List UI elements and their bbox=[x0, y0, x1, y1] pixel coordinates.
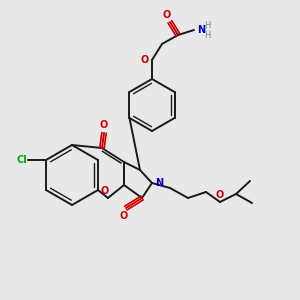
Text: H: H bbox=[204, 31, 210, 40]
Text: N: N bbox=[155, 178, 163, 188]
Text: Cl: Cl bbox=[16, 155, 27, 165]
Text: O: O bbox=[101, 186, 109, 196]
Text: O: O bbox=[163, 10, 171, 20]
Text: H: H bbox=[204, 20, 210, 29]
Text: O: O bbox=[120, 211, 128, 221]
Text: N: N bbox=[197, 25, 205, 35]
Text: O: O bbox=[216, 190, 224, 200]
Text: O: O bbox=[100, 120, 108, 130]
Text: O: O bbox=[141, 55, 149, 65]
